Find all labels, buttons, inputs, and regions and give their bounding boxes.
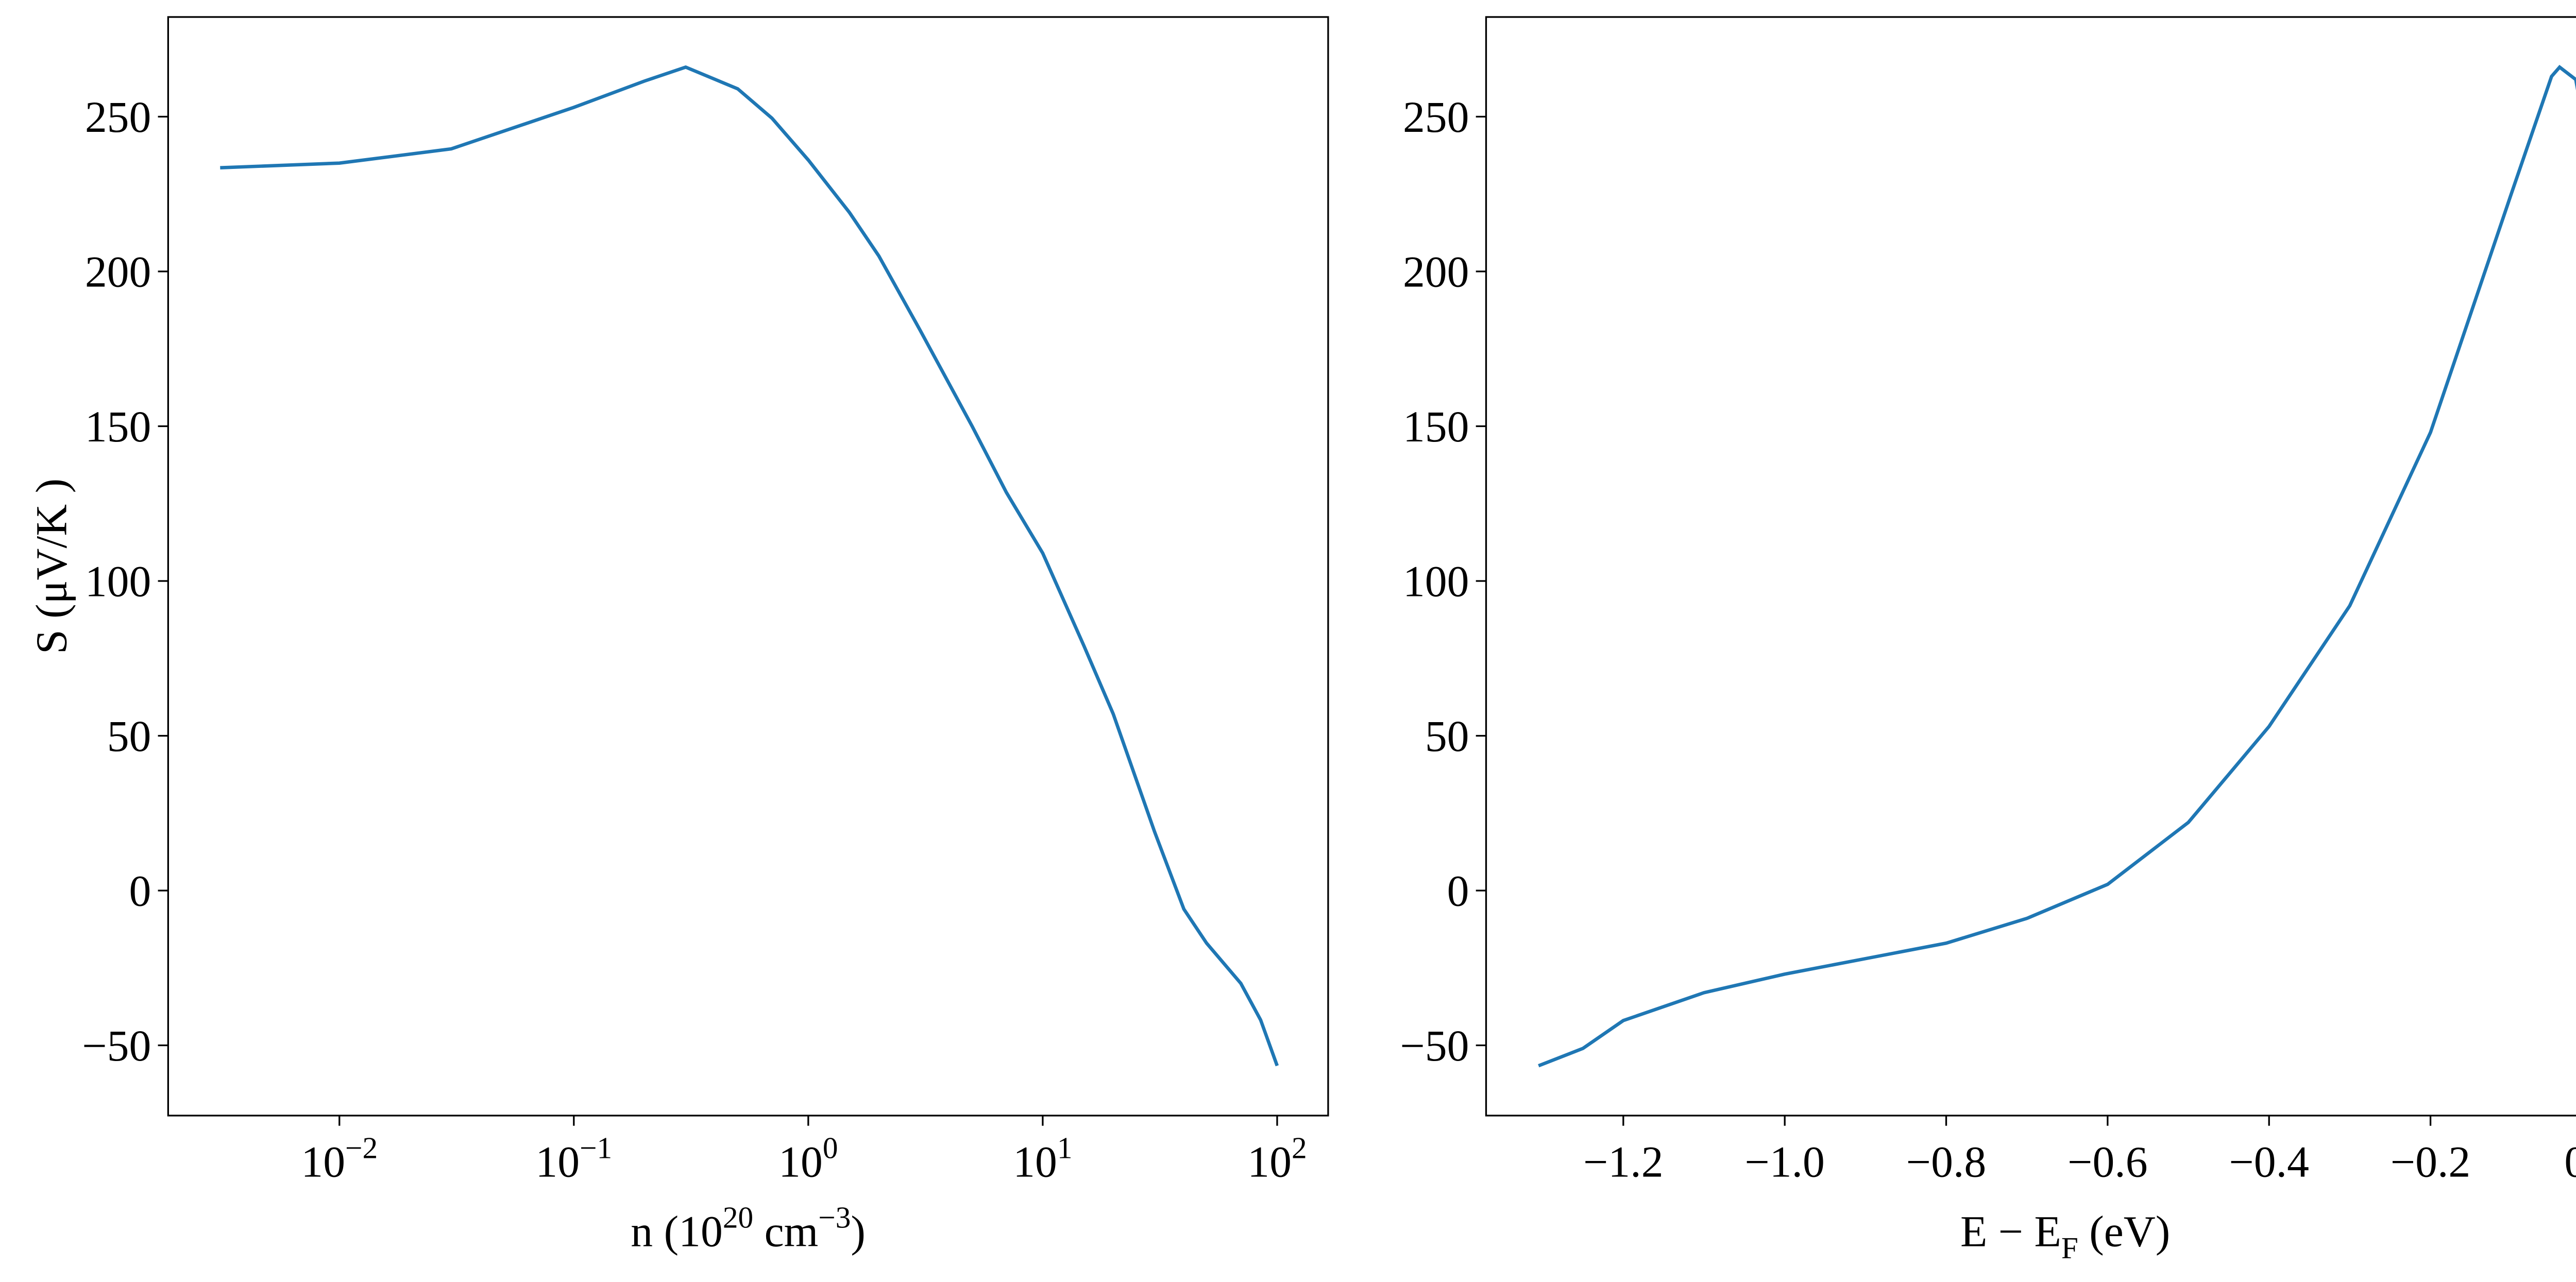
y-tick-label: −50 <box>82 1021 151 1070</box>
tick-exponent: 1 <box>1057 1131 1073 1165</box>
tick-base: 10 <box>778 1138 823 1187</box>
x-axis-label: n (1020 cm−3) <box>631 1200 866 1256</box>
y-tick-label: 0 <box>1447 867 1469 916</box>
tick-base: −0.8 <box>1906 1138 1986 1187</box>
y-tick-label: 50 <box>107 712 151 761</box>
tick-exponent: −2 <box>345 1131 378 1165</box>
y-tick-label: 100 <box>85 557 151 606</box>
tick-base: 10 <box>1013 1138 1057 1187</box>
tick-exponent: −1 <box>580 1131 612 1165</box>
tick-exponent: 0 <box>823 1131 838 1165</box>
x-tick-label: 100 <box>778 1131 838 1186</box>
plot-frame <box>167 16 1329 1117</box>
y-tick-label: 200 <box>85 248 151 297</box>
tick-base: −1.2 <box>1583 1138 1663 1187</box>
x-tick-label: −1.2 <box>1583 1138 1663 1187</box>
tick-base: 10 <box>1247 1138 1292 1187</box>
x-tick-label: 10−1 <box>535 1131 612 1186</box>
y-tick-label: 150 <box>85 402 151 451</box>
x-tick-label: 101 <box>1013 1131 1072 1186</box>
x-tick-label: −0.8 <box>1906 1138 1986 1187</box>
data-line <box>1538 64 2576 1068</box>
x-label-part: cm <box>753 1207 818 1256</box>
y-tick-label: 250 <box>1403 93 1469 142</box>
x-label-part: n (10 <box>631 1207 723 1256</box>
y-tick-label: −50 <box>1400 1021 1469 1070</box>
tick-base: −0.4 <box>2229 1138 2309 1187</box>
x-tick-label: −0.4 <box>2229 1138 2309 1187</box>
y-tick-label: 200 <box>1403 248 1469 297</box>
y-tick-label: 100 <box>1403 557 1469 606</box>
tick-base: 10 <box>301 1138 345 1187</box>
y-tick-label: 250 <box>85 93 151 142</box>
x-label-part: −3 <box>818 1200 851 1234</box>
tick-exponent: 2 <box>1292 1131 1307 1165</box>
x-label-part: E − E <box>1960 1207 2061 1256</box>
x-label-part: 20 <box>723 1200 753 1234</box>
x-label-part: ) <box>851 1207 866 1256</box>
y-tick-label: 150 <box>1403 402 1469 451</box>
y-axis-label: S (μV/K ) <box>27 478 76 654</box>
tick-base: −0.2 <box>2391 1138 2470 1187</box>
tick-base: 0.0 <box>2564 1138 2576 1187</box>
x-tick-label: −1.0 <box>1744 1138 1824 1187</box>
tick-base: 10 <box>535 1138 580 1187</box>
data-line <box>220 65 1279 1067</box>
tick-base: −1.0 <box>1744 1138 1824 1187</box>
y-tick-label: 0 <box>129 867 151 916</box>
x-tick-label: 102 <box>1247 1131 1307 1186</box>
x-tick-label: −0.2 <box>2391 1138 2470 1187</box>
x-tick-label: −0.6 <box>2067 1138 2147 1187</box>
x-axis-label: E − EF (eV) <box>1960 1207 2170 1265</box>
x-tick-label: 0.0 <box>2564 1138 2576 1187</box>
x-label-part: (eV) <box>2078 1207 2170 1256</box>
y-tick-label: 50 <box>1425 712 1469 761</box>
x-tick-label: 10−2 <box>301 1131 378 1186</box>
tick-base: −0.6 <box>2067 1138 2147 1187</box>
x-label-part: F <box>2061 1231 2078 1265</box>
plot-frame <box>1485 16 2576 1117</box>
